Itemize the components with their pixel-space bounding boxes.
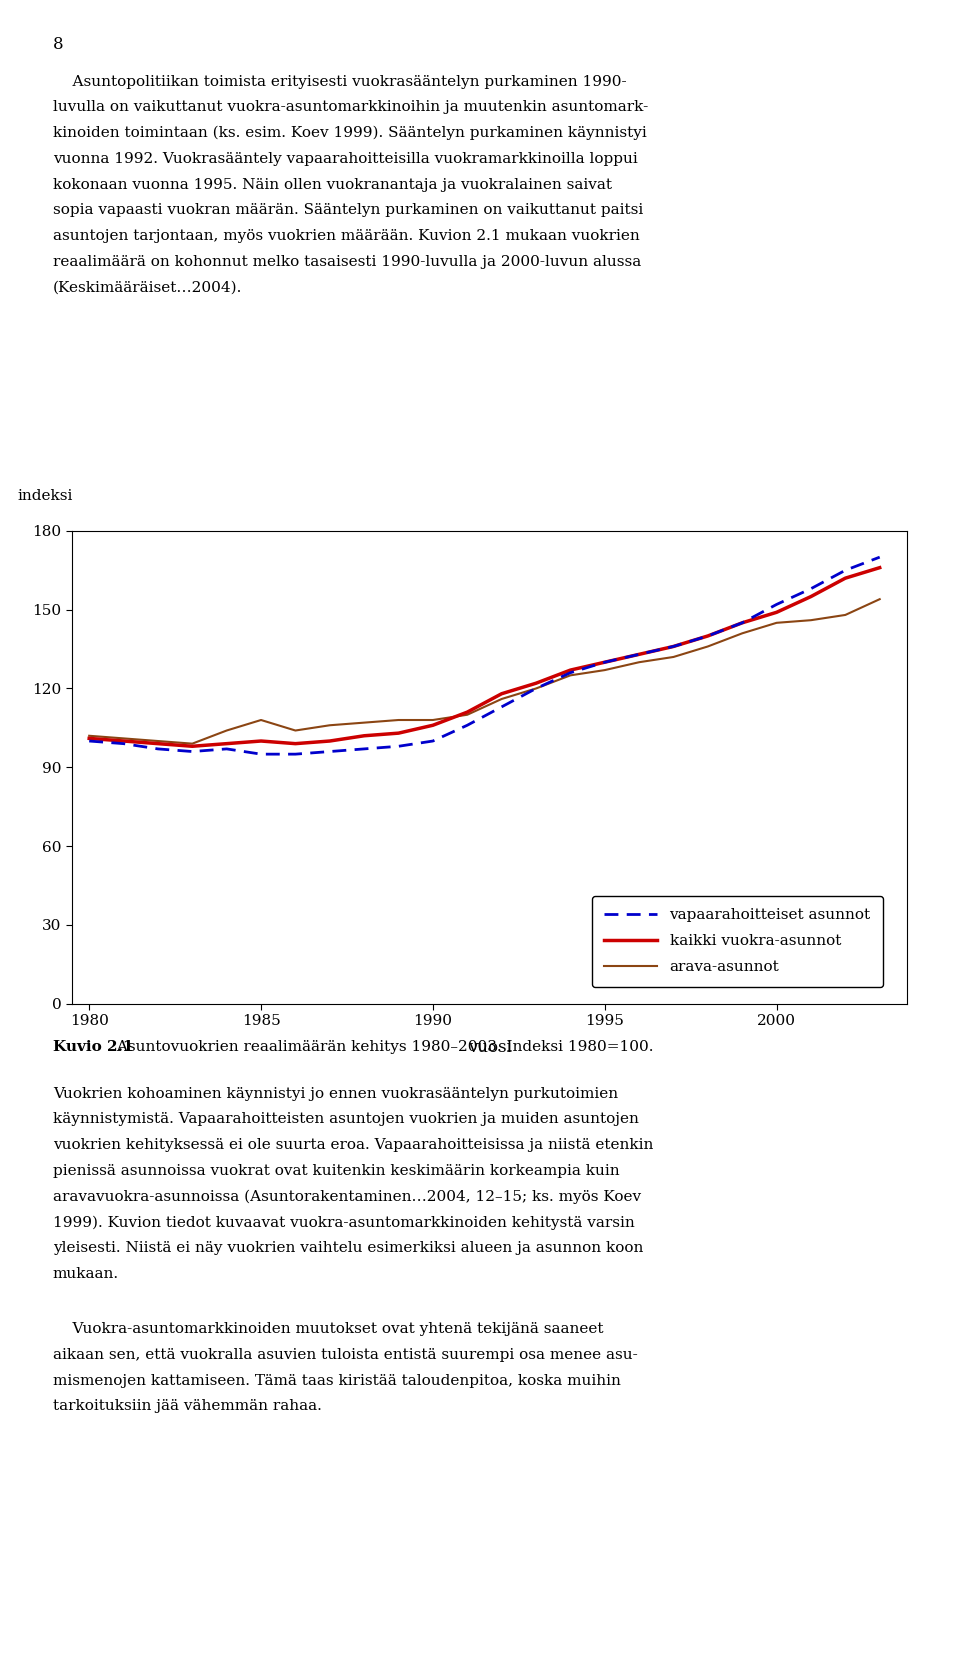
Text: vuonna 1992. Vuokrasääntely vapaarahoitteisilla vuokramarkkinoilla loppui: vuonna 1992. Vuokrasääntely vapaarahoitt… bbox=[53, 153, 637, 166]
Text: reaalimäärä on kohonnut melko tasaisesti 1990-luvulla ja 2000-luvun alussa: reaalimäärä on kohonnut melko tasaisesti… bbox=[53, 255, 641, 269]
Text: kinoiden toimintaan (ks. esim. Koev 1999). Sääntelyn purkaminen käynnistyi: kinoiden toimintaan (ks. esim. Koev 1999… bbox=[53, 126, 646, 141]
Text: Asuntovuokrien reaalimäärän kehitys 1980–2003. Indeksi 1980=100.: Asuntovuokrien reaalimäärän kehitys 1980… bbox=[112, 1040, 654, 1053]
Text: luvulla on vaikuttanut vuokra-asuntomarkkinoihin ja muutenkin asuntomark-: luvulla on vaikuttanut vuokra-asuntomark… bbox=[53, 100, 648, 114]
Text: Asuntopolitiikan toimista erityisesti vuokrasääntelyn purkaminen 1990-: Asuntopolitiikan toimista erityisesti vu… bbox=[53, 75, 627, 88]
Text: mismenojen kattamiseen. Tämä taas kiristää taloudenpitoa, koska muihin: mismenojen kattamiseen. Tämä taas kirist… bbox=[53, 1374, 621, 1387]
Text: indeksi: indeksi bbox=[17, 488, 73, 503]
X-axis label: vuosi: vuosi bbox=[468, 1039, 512, 1057]
Text: 1999). Kuvion tiedot kuvaavat vuokra-asuntomarkkinoiden kehitystä varsin: 1999). Kuvion tiedot kuvaavat vuokra-asu… bbox=[53, 1214, 635, 1229]
Text: 8: 8 bbox=[53, 36, 63, 53]
Legend: vapaarahoitteiset asunnot, kaikki vuokra-asunnot, arava-asunnot: vapaarahoitteiset asunnot, kaikki vuokra… bbox=[591, 896, 883, 987]
Text: (Keskimääräiset…2004).: (Keskimääräiset…2004). bbox=[53, 280, 242, 294]
Text: yleisesti. Niistä ei näy vuokrien vaihtelu esimerkiksi alueen ja asunnon koon: yleisesti. Niistä ei näy vuokrien vaihte… bbox=[53, 1241, 643, 1254]
Text: sopia vapaasti vuokran määrän. Sääntelyn purkaminen on vaikuttanut paitsi: sopia vapaasti vuokran määrän. Sääntelyn… bbox=[53, 204, 643, 217]
Text: Kuvio 2.1: Kuvio 2.1 bbox=[53, 1040, 133, 1053]
Text: käynnistymistä. Vapaarahoitteisten asuntojen vuokrien ja muiden asuntojen: käynnistymistä. Vapaarahoitteisten asunt… bbox=[53, 1113, 638, 1126]
Text: Vuokrien kohoaminen käynnistyi jo ennen vuokrasääntelyn purkutoimien: Vuokrien kohoaminen käynnistyi jo ennen … bbox=[53, 1087, 618, 1100]
Text: aravavuokra-asunnoissa (Asuntorakentaminen…2004, 12–15; ks. myös Koev: aravavuokra-asunnoissa (Asuntorakentamin… bbox=[53, 1190, 641, 1204]
Text: vuokrien kehityksessä ei ole suurta eroa. Vapaarahoitteisissa ja niistä etenkin: vuokrien kehityksessä ei ole suurta eroa… bbox=[53, 1138, 653, 1151]
Text: pienissä asunnoissa vuokrat ovat kuitenkin keskimäärin korkeampia kuin: pienissä asunnoissa vuokrat ovat kuitenk… bbox=[53, 1165, 619, 1178]
Text: Vuokra-asuntomarkkinoiden muutokset ovat yhtenä tekijänä saaneet: Vuokra-asuntomarkkinoiden muutokset ovat… bbox=[53, 1322, 603, 1335]
Text: mukaan.: mukaan. bbox=[53, 1267, 119, 1281]
Text: asuntojen tarjontaan, myös vuokrien määrään. Kuvion 2.1 mukaan vuokrien: asuntojen tarjontaan, myös vuokrien määr… bbox=[53, 229, 639, 242]
Text: aikaan sen, että vuokralla asuvien tuloista entistä suurempi osa menee asu-: aikaan sen, että vuokralla asuvien tuloi… bbox=[53, 1347, 637, 1362]
Text: kokonaan vuonna 1995. Näin ollen vuokranantaja ja vuokralainen saivat: kokonaan vuonna 1995. Näin ollen vuokran… bbox=[53, 178, 612, 191]
Text: tarkoituksiin jää vähemmän rahaa.: tarkoituksiin jää vähemmän rahaa. bbox=[53, 1400, 322, 1413]
